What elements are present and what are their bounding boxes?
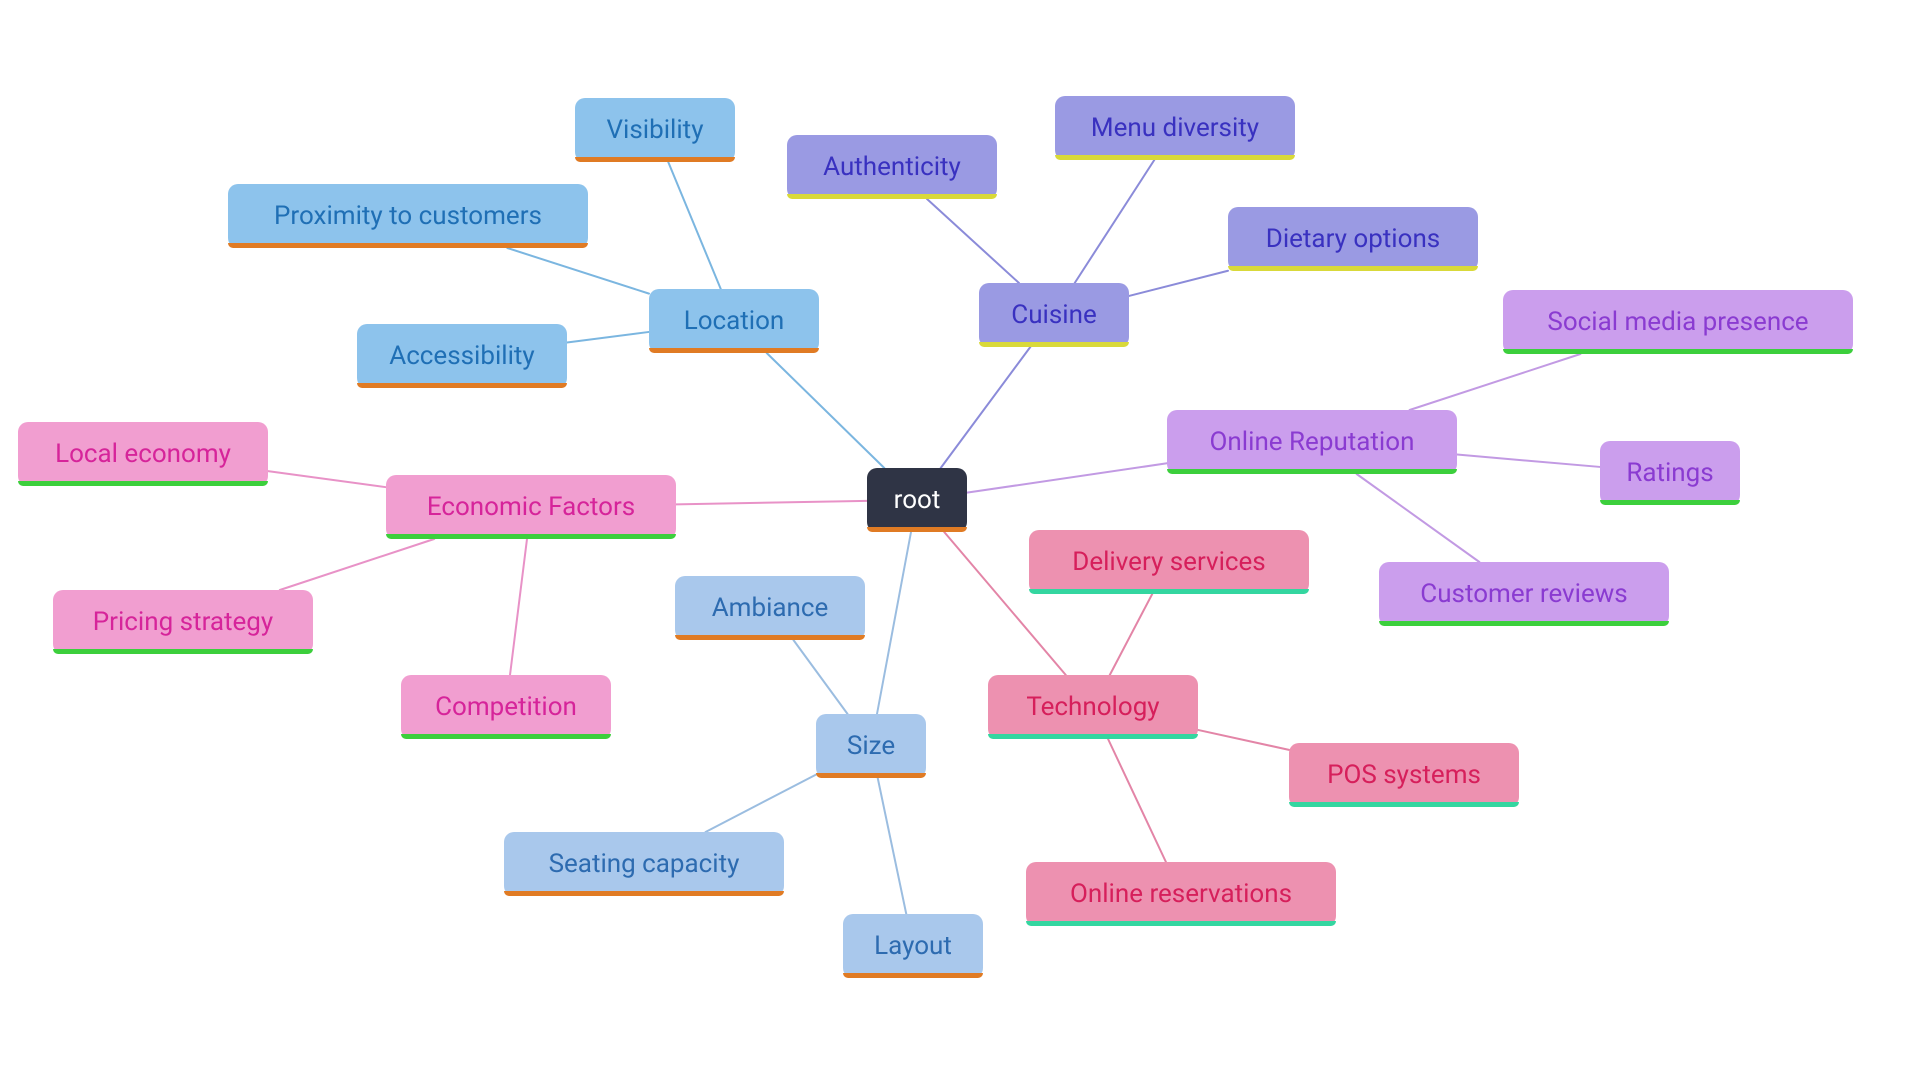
node-underline — [867, 527, 967, 532]
node-label: Cuisine — [1011, 300, 1096, 330]
edge-technology-delivery — [1110, 594, 1152, 675]
node-menu_diversity[interactable]: Menu diversity — [1055, 96, 1295, 160]
node-pos[interactable]: POS systems — [1289, 743, 1519, 807]
edge-root-reputation — [967, 463, 1167, 492]
node-authenticity[interactable]: Authenticity — [787, 135, 997, 199]
node-seating[interactable]: Seating capacity — [504, 832, 784, 896]
edge-reputation-reviews — [1357, 474, 1480, 562]
node-underline — [357, 383, 567, 388]
node-underline — [1379, 621, 1669, 626]
node-underline — [675, 635, 865, 640]
node-pricing[interactable]: Pricing strategy — [53, 590, 313, 654]
node-label: Local economy — [55, 439, 231, 469]
mindmap-canvas: root Location Visibility Proximity to custo… — [0, 0, 1920, 1080]
edge-economic-local_econ — [268, 471, 386, 487]
edge-cuisine-dietary — [1129, 271, 1228, 296]
edge-technology-pos — [1198, 730, 1289, 750]
node-label: Proximity to customers — [274, 201, 542, 231]
node-label: Pricing strategy — [93, 607, 273, 637]
node-cuisine[interactable]: Cuisine — [979, 283, 1129, 347]
node-dietary[interactable]: Dietary options — [1228, 207, 1478, 271]
node-proximity[interactable]: Proximity to customers — [228, 184, 588, 248]
edge-root-cuisine — [941, 347, 1031, 468]
node-label: Delivery services — [1072, 547, 1265, 577]
node-technology[interactable]: Technology — [988, 675, 1198, 739]
node-label: Dietary options — [1266, 224, 1440, 254]
node-competition[interactable]: Competition — [401, 675, 611, 739]
node-underline — [401, 734, 611, 739]
node-label: Economic Factors — [427, 492, 635, 522]
node-label: Authenticity — [823, 152, 961, 182]
node-underline — [1503, 349, 1853, 354]
node-underline — [504, 891, 784, 896]
node-label: Ambiance — [712, 593, 829, 623]
node-label: Online Reputation — [1210, 427, 1415, 457]
node-underline — [787, 194, 997, 199]
node-size[interactable]: Size — [816, 714, 926, 778]
edge-size-ambiance — [793, 640, 847, 714]
edge-economic-pricing — [280, 539, 434, 590]
node-underline — [843, 973, 983, 978]
node-underline — [1055, 155, 1295, 160]
edge-location-proximity — [507, 248, 649, 294]
edge-cuisine-menu_diversity — [1075, 160, 1155, 283]
edge-cuisine-authenticity — [927, 199, 1019, 283]
node-underline — [988, 734, 1198, 739]
node-label: Layout — [874, 931, 952, 961]
node-underline — [228, 243, 588, 248]
node-label: Online reservations — [1070, 879, 1292, 909]
node-underline — [979, 342, 1129, 347]
node-ratings[interactable]: Ratings — [1600, 441, 1740, 505]
node-accessibility[interactable]: Accessibility — [357, 324, 567, 388]
node-underline — [575, 157, 735, 162]
node-underline — [1029, 589, 1309, 594]
node-reviews[interactable]: Customer reviews — [1379, 562, 1669, 626]
node-label: Seating capacity — [549, 849, 740, 879]
edge-reputation-ratings — [1457, 455, 1600, 467]
node-label: Competition — [435, 692, 577, 722]
node-label: Menu diversity — [1091, 113, 1259, 143]
node-label: Technology — [1026, 692, 1159, 722]
node-label: Location — [684, 306, 785, 336]
node-local_econ[interactable]: Local economy — [18, 422, 268, 486]
edge-reputation-social — [1410, 354, 1581, 410]
node-economic[interactable]: Economic Factors — [386, 475, 676, 539]
node-label: Social media presence — [1547, 307, 1808, 337]
node-underline — [1228, 266, 1478, 271]
node-delivery[interactable]: Delivery services — [1029, 530, 1309, 594]
node-underline — [1026, 921, 1336, 926]
edge-size-seating — [706, 775, 816, 832]
node-label: Customer reviews — [1420, 579, 1627, 609]
node-label: Size — [847, 731, 895, 761]
edge-economic-competition — [510, 539, 527, 675]
node-layout[interactable]: Layout — [843, 914, 983, 978]
node-underline — [1289, 802, 1519, 807]
node-location[interactable]: Location — [649, 289, 819, 353]
node-reputation[interactable]: Online Reputation — [1167, 410, 1457, 474]
edge-root-economic — [676, 501, 867, 504]
node-visibility[interactable]: Visibility — [575, 98, 735, 162]
node-underline — [816, 773, 926, 778]
edge-technology-reservations — [1108, 739, 1166, 862]
node-underline — [386, 534, 676, 539]
node-underline — [53, 649, 313, 654]
edge-root-location — [767, 353, 885, 468]
node-reservations[interactable]: Online reservations — [1026, 862, 1336, 926]
edge-location-accessibility — [567, 332, 649, 343]
node-underline — [1167, 469, 1457, 474]
node-underline — [1600, 500, 1740, 505]
node-label: POS systems — [1327, 760, 1481, 790]
edge-location-visibility — [668, 162, 721, 289]
edge-root-size — [877, 532, 911, 714]
node-underline — [649, 348, 819, 353]
node-social[interactable]: Social media presence — [1503, 290, 1853, 354]
node-ambiance[interactable]: Ambiance — [675, 576, 865, 640]
node-label: Ratings — [1626, 458, 1713, 488]
node-label: Visibility — [607, 115, 704, 145]
edge-size-layout — [878, 778, 907, 914]
node-root[interactable]: root — [867, 468, 967, 532]
node-label: Accessibility — [389, 341, 535, 371]
node-underline — [18, 481, 268, 486]
node-label: root — [894, 485, 941, 515]
